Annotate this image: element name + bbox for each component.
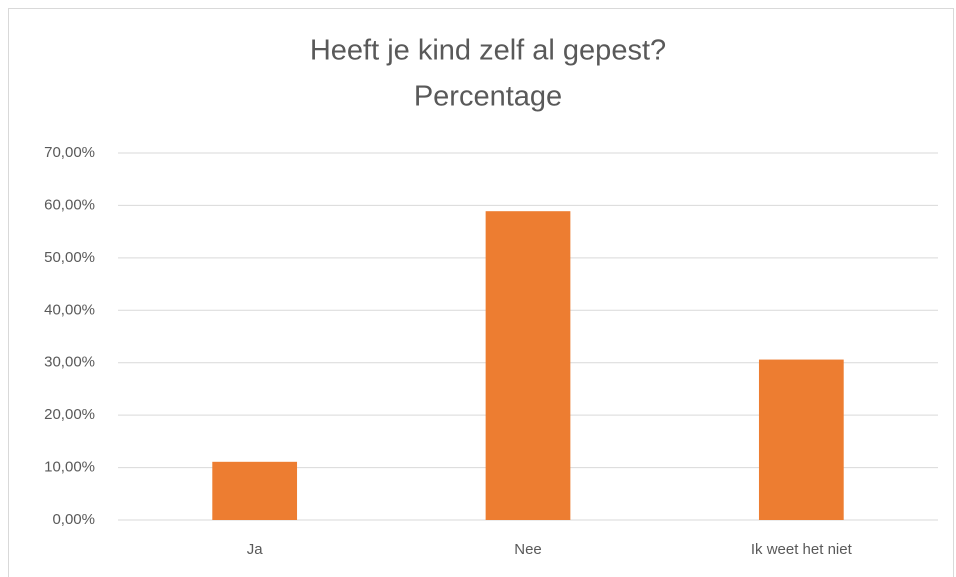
bar	[758, 359, 844, 520]
y-tick-label: 70,00%	[44, 144, 95, 161]
y-tick-label: 0,00%	[52, 511, 95, 528]
y-tick-label: 60,00%	[44, 196, 95, 213]
x-tick-label: Ik weet het niet	[751, 541, 853, 558]
bar	[485, 211, 571, 520]
y-tick-label: 20,00%	[44, 406, 95, 423]
y-tick-label: 50,00%	[44, 249, 95, 266]
bar	[212, 461, 298, 520]
y-tick-label: 30,00%	[44, 354, 95, 371]
x-tick-label: Ja	[247, 541, 264, 558]
y-tick-label: 40,00%	[44, 301, 95, 318]
y-tick-label: 10,00%	[44, 459, 95, 476]
chart-subtitle: Percentage	[414, 81, 562, 113]
chart-title: Heeft je kind zelf al gepest?	[310, 35, 666, 67]
x-tick-label: Nee	[514, 541, 542, 558]
